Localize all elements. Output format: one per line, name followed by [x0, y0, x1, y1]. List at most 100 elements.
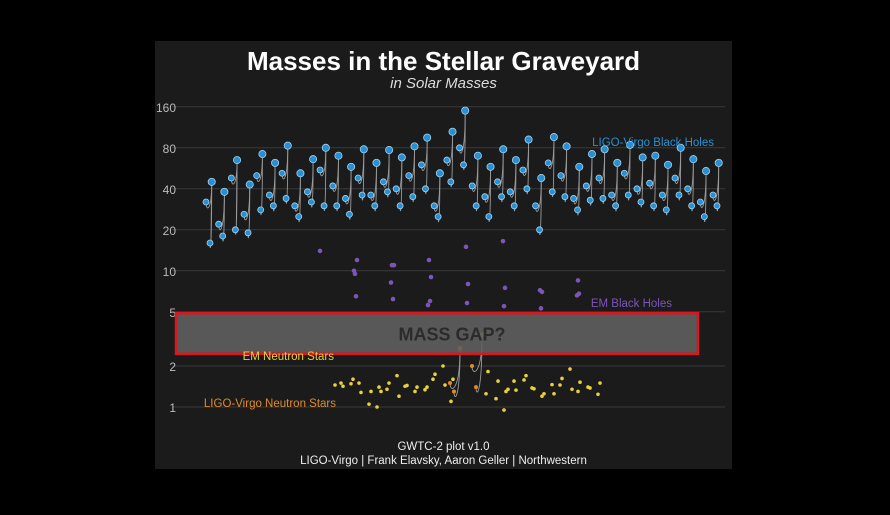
- em-ns-point: [441, 364, 445, 368]
- bh-remnant-point: [702, 167, 711, 176]
- em-bh-point: [464, 300, 470, 306]
- bh-remnant-point: [258, 150, 267, 159]
- bh-secondary-point: [257, 206, 265, 214]
- credit-line-2: LIGO-Virgo | Frank Elavsky, Aaron Geller…: [300, 455, 587, 467]
- em-bh-point: [351, 268, 357, 274]
- bh-primary-point: [671, 174, 679, 182]
- bh-primary-point: [582, 182, 590, 190]
- bh-secondary-point: [561, 193, 569, 201]
- bh-secondary-point: [244, 229, 252, 237]
- bh-remnant-point: [321, 143, 330, 152]
- mass-gap-label: MASS GAP?: [398, 325, 505, 345]
- em-bh-label: EM Black Holes: [591, 298, 672, 310]
- em-ns-point: [502, 408, 506, 412]
- bh-secondary-point: [688, 202, 696, 210]
- bh-remnant-point: [689, 155, 698, 164]
- credit-line-1: GWTC-2 plot v1.0: [397, 441, 490, 453]
- bh-remnant-point: [676, 143, 685, 152]
- em-ns-point: [568, 367, 572, 371]
- bh-secondary-point: [295, 213, 303, 221]
- bh-remnant-point: [562, 142, 571, 151]
- em-ns-point: [514, 388, 518, 392]
- em-bh-point: [388, 280, 394, 285]
- em-ns-point: [540, 394, 544, 399]
- em-ns-point: [586, 385, 590, 389]
- bh-secondary-point: [662, 206, 670, 214]
- em-bh-point: [575, 278, 581, 283]
- bh-primary-point: [303, 188, 311, 196]
- bh-remnant-point: [207, 177, 216, 186]
- em-ns-point: [387, 381, 391, 385]
- highlight-box: [174, 311, 700, 356]
- bh-remnant-point: [435, 169, 444, 178]
- em-ns-point: [496, 379, 500, 383]
- bh-remnant-point: [664, 160, 673, 169]
- em-ns-point: [413, 389, 417, 394]
- bh-secondary-point: [371, 202, 379, 210]
- em-bh-point: [389, 262, 395, 268]
- ligo-ns-point: [474, 385, 478, 390]
- em-bh-point: [465, 281, 471, 287]
- bh-remnant-point: [410, 142, 419, 151]
- bh-primary-point: [443, 156, 451, 164]
- em-ns-point: [431, 377, 435, 381]
- bh-secondary-point: [384, 188, 391, 196]
- em-ns-point: [385, 387, 389, 392]
- bh-primary-point: [608, 191, 615, 199]
- bh-remnant-point: [549, 133, 558, 142]
- bh-primary-point: [620, 169, 628, 177]
- bh-primary-point: [354, 174, 362, 182]
- em-ns-point: [403, 384, 407, 389]
- bh-secondary-point: [460, 161, 467, 169]
- bh-primary-point: [265, 191, 273, 199]
- em-bh-point: [317, 248, 323, 254]
- bh-primary-point: [544, 159, 552, 167]
- em-ns-point: [486, 369, 490, 374]
- em-ns-point: [560, 376, 564, 381]
- bh-remnant-point: [499, 145, 508, 154]
- em-ns-point: [425, 385, 429, 389]
- bh-secondary-point: [523, 185, 531, 193]
- em-ns-point: [530, 386, 534, 390]
- em-ns-point: [576, 389, 580, 394]
- bh-secondary-point: [307, 198, 315, 206]
- bh-secondary-point: [472, 202, 480, 210]
- bh-remnant-point: [283, 141, 292, 150]
- bh-remnant-point: [334, 151, 343, 160]
- y-tick-label: 2: [169, 360, 176, 374]
- bh-remnant-point: [575, 162, 584, 171]
- em-ns-point: [443, 383, 447, 387]
- y-tick-label: 40: [163, 183, 177, 197]
- em-ns-point: [377, 385, 381, 389]
- bh-secondary-point: [434, 213, 442, 221]
- bh-primary-point: [557, 172, 565, 180]
- chart-panel: [155, 41, 732, 469]
- bh-remnant-point: [537, 174, 546, 183]
- ligo-ns-point: [448, 381, 452, 386]
- em-ns-point: [395, 373, 399, 378]
- em-ns-point: [512, 379, 516, 383]
- bh-primary-point: [481, 193, 489, 201]
- bh-secondary-point: [206, 239, 214, 247]
- bh-secondary-point: [713, 202, 721, 210]
- bh-secondary-point: [498, 193, 505, 201]
- chart-subtitle: in Solar Masses: [390, 75, 497, 92]
- y-tick-label: 80: [163, 142, 177, 156]
- bh-remnant-point: [347, 162, 356, 171]
- bh-primary-point: [709, 191, 717, 199]
- bh-secondary-point: [624, 191, 632, 199]
- em-ns-label: EM Neutron Stars: [243, 351, 335, 363]
- bh-primary-point: [291, 202, 299, 210]
- bh-remnant-point: [397, 153, 406, 162]
- bh-secondary-point: [548, 188, 556, 196]
- bh-secondary-point: [219, 232, 227, 240]
- bh-secondary-point: [485, 213, 493, 221]
- em-bh-point: [353, 293, 359, 299]
- em-bh-point: [538, 306, 544, 311]
- bh-primary-point: [380, 178, 387, 186]
- bh-primary-point: [506, 188, 514, 196]
- em-ns-point: [542, 392, 546, 396]
- em-ns-point: [359, 390, 363, 395]
- bh-primary-point: [367, 191, 375, 199]
